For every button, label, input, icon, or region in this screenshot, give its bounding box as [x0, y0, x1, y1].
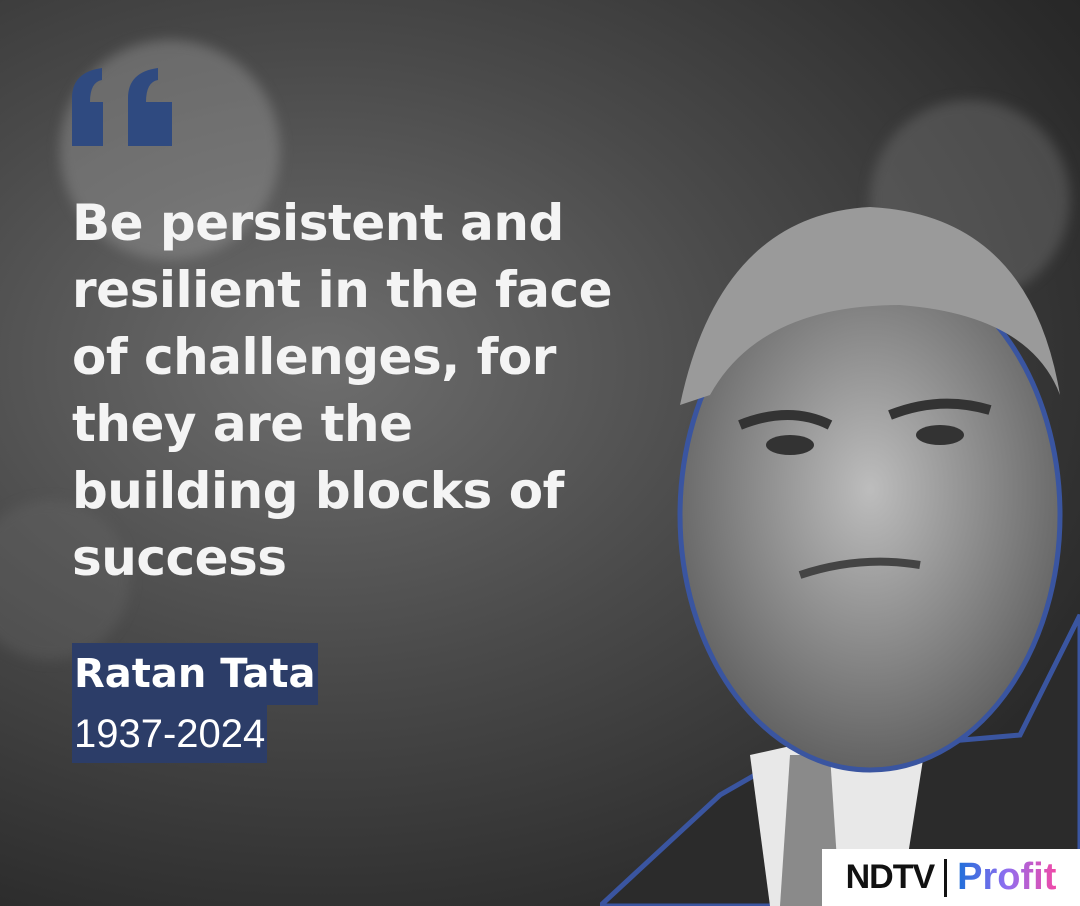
- author-name: Ratan Tata: [72, 643, 318, 705]
- portrait-photo: [600, 207, 1080, 906]
- quote-line: of challenges, for: [72, 328, 556, 386]
- logo-brand: NDTV: [845, 858, 936, 896]
- quote-line: Be persistent and: [72, 194, 564, 252]
- logo-divider: [944, 858, 948, 897]
- ndtv-profit-logo: NDTV Profit: [822, 849, 1080, 906]
- quote-line: building blocks of: [72, 462, 564, 520]
- quote-line: they are the: [72, 395, 413, 453]
- quote-line: success: [72, 529, 287, 587]
- author-years: 1937-2024: [72, 705, 268, 763]
- quote-open-icon: [72, 68, 172, 146]
- quote-text: Be persistent and resilient in the face …: [72, 190, 672, 592]
- quote-line: resilient in the face: [72, 261, 613, 319]
- bokeh-light: [0, 500, 130, 660]
- logo-sub: Profit: [957, 856, 1057, 898]
